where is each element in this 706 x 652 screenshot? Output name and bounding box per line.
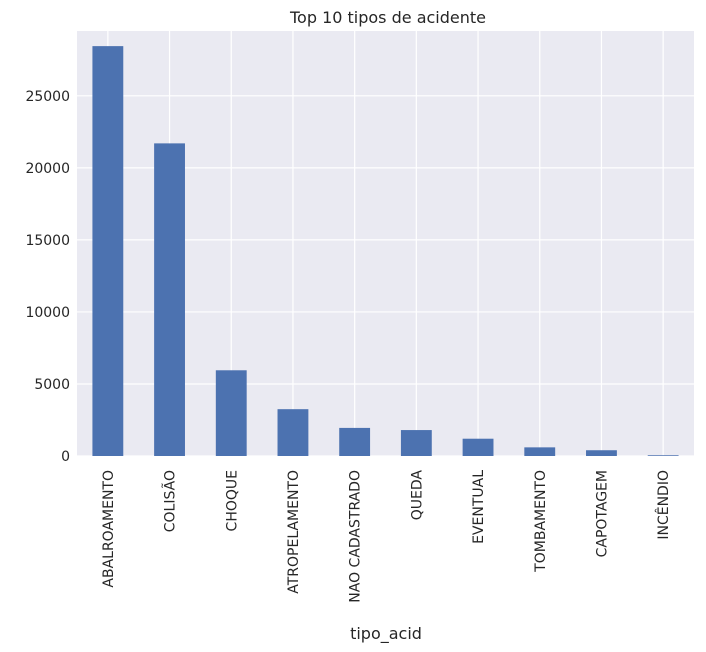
y-tick-label: 5000 <box>34 377 70 393</box>
x-tick-label: CHOQUE <box>224 470 240 531</box>
bar <box>586 450 617 456</box>
bars <box>92 46 679 457</box>
bar <box>400 430 432 456</box>
x-tick-label: EVENTUAL <box>471 470 487 544</box>
bar <box>462 438 494 456</box>
bar <box>154 143 185 457</box>
y-tick-label: 20000 <box>25 161 70 177</box>
x-tick-label: ATROPELAMENTO <box>286 470 302 594</box>
bar <box>277 409 309 456</box>
bar <box>92 46 124 457</box>
x-tick-label: INCÊNDIO <box>654 470 672 540</box>
bar <box>647 455 679 456</box>
x-tick-label: TOMBAMENTO <box>533 470 549 573</box>
chart-title: Top 10 tipos de acidente <box>289 8 486 27</box>
x-axis-ticks: ABALROAMENTO COLISÃO CHOQUE ATROPELAMENTO NA… <box>101 470 672 603</box>
y-axis-ticks: 0 5000 10000 15000 20000 25000 <box>25 89 70 465</box>
x-tick-label: QUEDA <box>409 470 425 521</box>
x-tick-label: CAPOTAGEM <box>594 470 610 557</box>
y-tick-label: 0 <box>61 449 70 465</box>
bar <box>524 447 556 456</box>
y-tick-label: 10000 <box>25 305 70 321</box>
x-tick-label: COLISÃO <box>162 470 179 532</box>
x-tick-label: ABALROAMENTO <box>101 470 117 588</box>
bar <box>215 370 247 456</box>
x-tick-label: NAO CADASTRADO <box>348 470 364 603</box>
x-axis-label: tipo_acid <box>350 624 422 644</box>
y-tick-label: 15000 <box>25 233 70 249</box>
y-tick-label: 25000 <box>25 89 70 105</box>
bar <box>339 427 371 456</box>
